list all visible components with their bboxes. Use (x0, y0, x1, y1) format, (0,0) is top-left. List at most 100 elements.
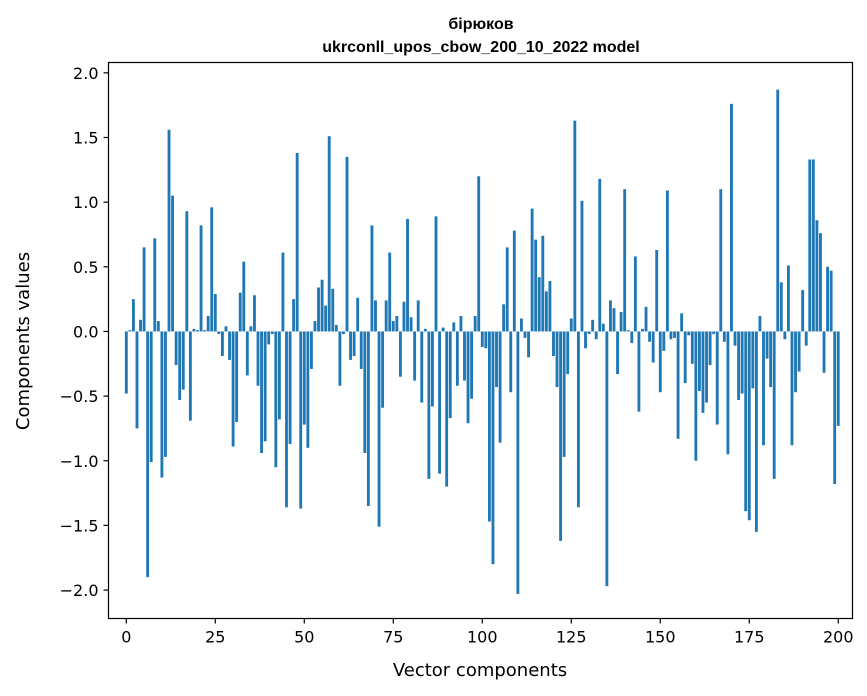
bar-component-189 (797, 331, 801, 372)
bar-component-200 (836, 331, 840, 426)
bar-component-37 (256, 331, 260, 386)
bar-component-5 (142, 247, 146, 332)
bar-component-19 (192, 328, 196, 332)
bar-component-46 (288, 331, 292, 444)
y-tick-label: 2.0 (73, 64, 98, 83)
bar-component-134 (601, 323, 605, 332)
bar-component-117 (541, 235, 545, 332)
bar-component-44 (281, 252, 285, 332)
bar-component-121 (555, 331, 559, 388)
bar-component-179 (762, 331, 765, 446)
bar-component-57 (327, 136, 331, 332)
bar-component-81 (413, 331, 417, 381)
y-tick-label: 0.0 (73, 322, 98, 341)
bar-component-31 (235, 331, 239, 422)
chart-title-line2: ukrconll_upos_cbow_200_10_2022 model (322, 39, 639, 56)
bar-component-43 (277, 331, 281, 420)
x-tick-label: 50 (294, 628, 314, 647)
bar-component-13 (171, 195, 174, 332)
bar-component-107 (505, 247, 509, 332)
bar-component-76 (395, 315, 399, 332)
bar-component-59 (334, 324, 338, 332)
bar-component-109 (512, 230, 516, 332)
bars-group (124, 89, 840, 594)
x-tick-label: 100 (467, 628, 498, 647)
bar-component-146 (644, 306, 648, 332)
x-axis-label: Vector components (393, 660, 567, 681)
bar-component-167 (719, 189, 723, 332)
bar-component-124 (566, 331, 570, 375)
bar-component-20 (196, 330, 199, 332)
bar-component-11 (164, 331, 167, 457)
bar-component-175 (747, 331, 751, 521)
bar-component-172 (737, 331, 741, 400)
bar-component-191 (804, 331, 808, 346)
bar-component-72 (381, 331, 385, 408)
bar-component-73 (384, 300, 388, 332)
bar-component-55 (320, 279, 324, 332)
x-tick-label: 125 (556, 628, 587, 647)
y-tick-label: −0.5 (60, 387, 99, 406)
bar-component-78 (402, 301, 406, 332)
bar-component-176 (751, 331, 755, 389)
bar-component-163 (705, 331, 708, 403)
bar-component-104 (495, 331, 498, 388)
bar-component-99 (477, 176, 481, 332)
bar-component-105 (498, 331, 502, 443)
bar-component-161 (698, 331, 701, 391)
bar-component-84 (423, 328, 427, 332)
bar-component-198 (829, 270, 833, 332)
bar-component-34 (245, 331, 249, 376)
bar-component-49 (299, 331, 303, 509)
bar-component-171 (733, 331, 737, 346)
bar-component-114 (530, 208, 534, 332)
bar-component-53 (313, 321, 317, 332)
y-tick-label: −1.0 (60, 452, 99, 471)
chart-title-line1: бірюков (448, 16, 513, 33)
bar-component-110 (516, 331, 520, 594)
bar-component-0 (124, 331, 128, 394)
bar-component-18 (188, 331, 192, 421)
bar-component-92 (452, 322, 456, 332)
bar-component-23 (206, 315, 210, 332)
bar-component-21 (199, 225, 203, 332)
bar-component-8 (153, 238, 157, 332)
bar-component-165 (712, 331, 716, 335)
bar-component-96 (466, 331, 470, 424)
bar-component-102 (487, 331, 491, 522)
bar-component-80 (409, 317, 413, 332)
bar-component-199 (833, 331, 837, 485)
bar-component-79 (406, 218, 409, 332)
bar-component-137 (612, 308, 616, 332)
bar-component-15 (178, 331, 182, 400)
bar-component-115 (534, 239, 538, 332)
bar-component-154 (673, 331, 676, 338)
bar-component-180 (765, 331, 769, 359)
bar-component-74 (388, 252, 392, 332)
bar-component-24 (210, 207, 214, 332)
bar-component-64 (352, 331, 356, 357)
bar-component-159 (690, 331, 694, 364)
bar-component-177 (754, 331, 758, 532)
bar-component-25 (213, 293, 217, 332)
bar-component-136 (609, 300, 612, 332)
bar-component-155 (676, 331, 680, 439)
bar-component-169 (726, 331, 730, 455)
bar-component-42 (274, 331, 278, 468)
x-tick-label: 25 (205, 628, 225, 647)
bar-component-77 (398, 331, 402, 377)
x-tick-label: 75 (383, 628, 403, 647)
bar-component-70 (374, 300, 377, 332)
bar-component-38 (260, 331, 263, 453)
bar-component-6 (146, 331, 150, 578)
bar-component-130 (587, 331, 591, 335)
bar-component-156 (680, 313, 684, 332)
bar-component-122 (559, 331, 563, 541)
bar-component-131 (591, 319, 595, 332)
bar-component-126 (573, 120, 577, 332)
bar-component-158 (687, 331, 691, 336)
bar-component-68 (366, 331, 370, 507)
bar-component-61 (342, 331, 345, 335)
bar-component-100 (480, 331, 484, 347)
bar-component-17 (185, 211, 189, 332)
